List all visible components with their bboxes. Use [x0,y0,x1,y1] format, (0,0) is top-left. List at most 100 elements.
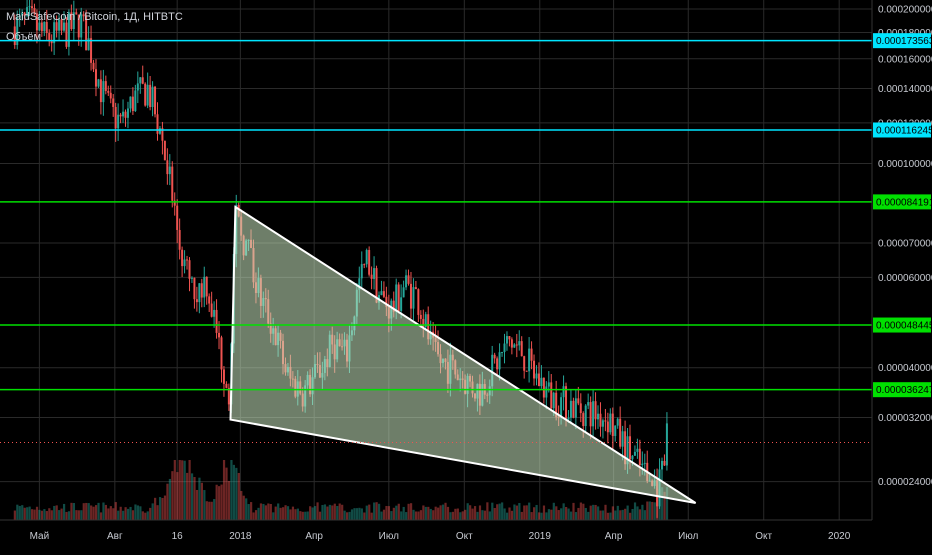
volume-bar [171,471,174,520]
candle-body [104,81,107,91]
candle-body [23,12,26,16]
volume-bar [245,498,248,520]
time-axis[interactable]: Май Авг 16 2018 Апр Июл Окт 2019 Апр Июл Окт 2020 [30,531,851,542]
candle-body [496,358,499,370]
volume-bar [560,508,563,520]
volume-bar [461,511,464,520]
volume-bar [390,511,393,520]
volume-bar [414,511,418,520]
volume-bar [163,495,167,520]
volume-bar [609,512,612,520]
candle-body [55,22,58,31]
candle-body [589,402,592,427]
candle-body [422,318,425,328]
candle-body [368,250,371,275]
volume-bar [215,484,218,520]
volume-bar [624,508,627,520]
candle-body [614,425,617,436]
candle-body [419,314,422,319]
volume-bar [195,489,199,520]
volume-bar [87,503,90,520]
volume-bar [35,506,39,520]
volume-bar [439,505,442,520]
volume-bar [23,507,26,520]
volume-bar [60,508,63,520]
level-badges[interactable]: 0.000173563 0.000116245 0.000084191 0.00004… [873,33,932,398]
volume-bar [168,478,172,520]
level-badge-value: 0.000173563 [876,36,932,47]
volume-bar [473,506,477,520]
candle-body [158,128,161,134]
volume-bar [77,510,80,520]
volume-bar [70,502,73,520]
candle-body [109,92,112,99]
volume-bar [358,507,361,520]
volume-bar [129,506,132,520]
volume-bar [542,505,546,520]
volume-bar [240,490,243,520]
level-badge-value: 0.000084191 [876,197,932,208]
candle-body [572,400,575,418]
volume-bar [286,506,290,520]
candle-body [173,200,176,206]
volume-bar [540,512,543,520]
volume-bar [50,510,53,520]
volume-indicator-label[interactable]: Объём [6,31,41,43]
volume-bar [257,507,260,520]
volume-bar [122,510,125,520]
candle-body [77,14,80,38]
volume-bar [242,495,245,520]
volume-bar [183,460,186,520]
candle-body [525,370,528,372]
candle-body [582,413,585,427]
candle-body [67,12,70,47]
volume-bar [269,503,272,520]
volume-bar [370,512,373,520]
volume-bar [139,506,142,520]
candle-body [186,259,189,261]
candle-body [114,106,117,129]
candle-body [382,291,385,297]
volume-bar [345,512,349,520]
candle-body [107,90,110,93]
candle-body [397,284,400,311]
candle-body [597,413,600,420]
candle-body [134,90,137,112]
price-tick-label: 0.0002000000 [878,5,932,16]
volume-bar [525,505,528,520]
volume-bar [309,506,312,520]
candle-body [611,413,614,436]
candle-body [122,111,125,117]
volume-bar [572,502,575,520]
candle-body [375,268,378,303]
volume-bar [178,460,181,520]
candle-body [85,16,88,51]
volume-bar [478,505,482,520]
candle-body [621,431,624,447]
volume-bar [90,505,93,520]
volume-bar [250,502,253,520]
volume-bar [149,507,152,520]
volume-bar [631,508,634,520]
volume-bar [437,507,440,520]
candle-body [427,314,430,340]
volume-bar [289,509,292,520]
candle-body [515,344,518,346]
volume-bar [18,505,21,520]
candle-body [493,354,496,359]
candle-body [508,336,511,340]
volume-bar [422,505,425,520]
volume-bar [338,503,341,520]
volume-bar [577,507,580,520]
candle-body [513,344,516,348]
volume-bar [173,460,176,520]
candle-body [151,86,154,108]
candle-body [139,77,142,84]
candle-body [663,460,666,466]
volume-bar [518,503,521,520]
volume-bar [284,505,287,520]
candle-body [547,382,550,387]
candle-body [60,19,63,31]
